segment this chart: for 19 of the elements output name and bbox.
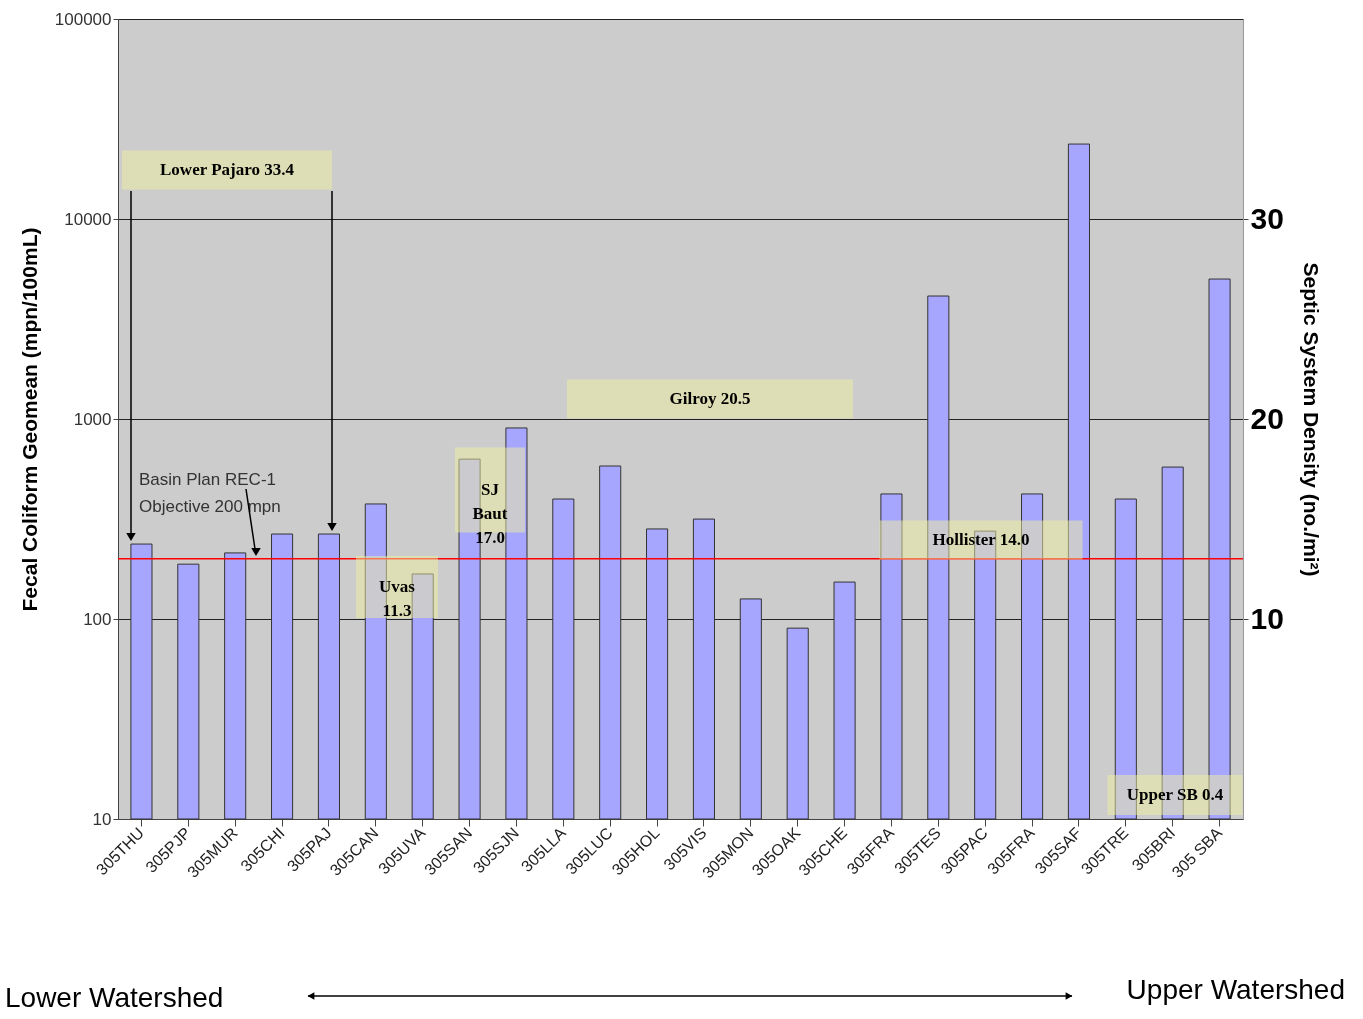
- y2-axis-title: Septic System Density (no./mi²): [1299, 262, 1323, 577]
- annotation: Lower Pajaro 33.4: [160, 160, 295, 179]
- annotation: Hollister 14.0: [932, 530, 1030, 549]
- text: Upper Watershed: [1126, 974, 1345, 1005]
- y-tick-label: 10: [92, 809, 112, 829]
- y-axis-title: Fecal Coliform Geomean (mpn/100mL): [17, 227, 41, 612]
- y-tick-label: 1000: [73, 409, 112, 429]
- y-tick-label: 100000: [54, 9, 112, 29]
- y2-tick-label: 30: [1250, 201, 1284, 235]
- y2-tick-label: 10: [1250, 601, 1284, 635]
- annotation: Uvas 11.3: [379, 577, 416, 620]
- text: Lower Watershed: [5, 982, 224, 1013]
- y-tick-label: 10000: [64, 209, 112, 229]
- annotation: SJ Baut 17.0: [472, 480, 508, 547]
- ref-line-label: Basin Plan REC-1 Objective 200 mpn: [139, 469, 281, 516]
- annotation: Upper SB 0.4: [1126, 785, 1224, 804]
- y2-tick-label: 20: [1250, 401, 1284, 435]
- annotation: Gilroy 20.5: [669, 389, 751, 408]
- y-tick-label: 100: [83, 609, 112, 629]
